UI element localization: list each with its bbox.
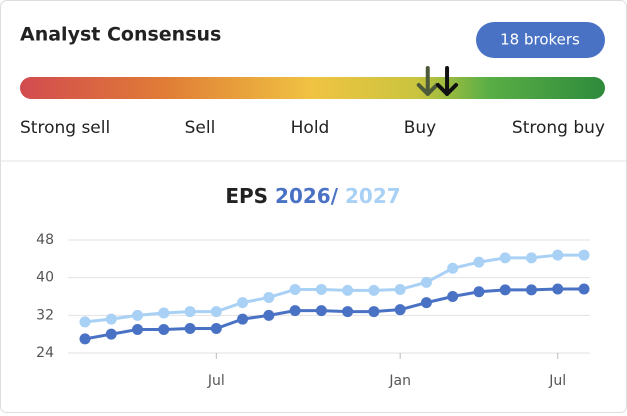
gauge-label: Hold [291, 118, 330, 138]
point [342, 284, 354, 296]
point [184, 306, 196, 318]
y-tick-label: 40 [36, 270, 54, 286]
point [105, 328, 117, 340]
point [79, 316, 91, 328]
point [499, 252, 511, 264]
card-title: Analyst Consensus [20, 24, 221, 46]
point [158, 323, 170, 335]
point [473, 256, 485, 268]
point [132, 323, 144, 335]
point [420, 276, 432, 288]
point [342, 306, 354, 318]
y-tick-label: 48 [36, 232, 54, 248]
point [79, 333, 91, 345]
point [394, 304, 406, 316]
point [578, 283, 590, 295]
point [368, 306, 380, 318]
point [447, 291, 459, 302]
point [237, 313, 249, 325]
point [210, 306, 222, 318]
chart-title-text: EPS [225, 184, 268, 208]
point [473, 286, 485, 298]
x-tick-label: Jul [207, 373, 225, 389]
point [552, 283, 564, 295]
broker-badge[interactable] [476, 22, 605, 58]
point [420, 297, 432, 309]
legend-entry: 2027 [345, 184, 401, 208]
point [237, 297, 249, 309]
point [447, 262, 459, 274]
point [525, 284, 537, 296]
point [289, 283, 301, 295]
point [210, 323, 222, 335]
gauge-label: Strong buy [512, 118, 605, 138]
gauge-label: Sell [185, 118, 216, 138]
y-tick-label: 24 [36, 345, 54, 361]
point [263, 309, 275, 321]
broker-count: 18 brokers [500, 31, 580, 49]
point [394, 283, 406, 295]
legend-entry: 2026 [275, 184, 331, 208]
point [315, 283, 327, 295]
x-tick-label: Jul [548, 373, 566, 389]
separator: / [331, 184, 339, 208]
point [158, 307, 170, 319]
point [184, 323, 196, 335]
x-tick-label: Jan [388, 373, 411, 389]
consensus-gauge [20, 77, 605, 99]
point [132, 309, 144, 321]
point [525, 252, 537, 264]
point [315, 305, 327, 317]
point [105, 313, 117, 325]
gauge-marker [436, 66, 459, 96]
gauge-marker [416, 66, 439, 96]
point [368, 284, 380, 296]
point [552, 249, 564, 261]
gauge-label: Strong sell [20, 118, 110, 138]
point [289, 305, 301, 317]
y-tick-label: 32 [36, 307, 54, 323]
point [263, 291, 275, 303]
point [578, 249, 590, 261]
chart-title: EPS 2026/ 2027 [225, 184, 400, 208]
point [499, 284, 511, 296]
gauge-label: Buy [404, 118, 437, 138]
